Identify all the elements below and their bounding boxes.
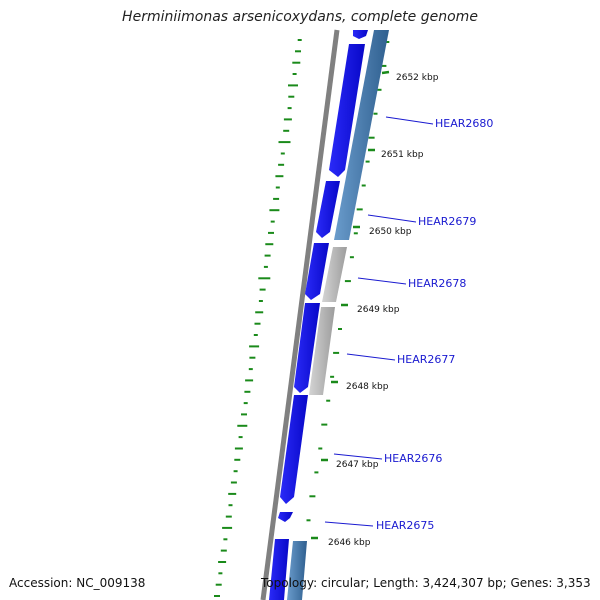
reverse-strand-track	[287, 30, 389, 600]
gene-feature[interactable]	[294, 303, 320, 393]
genome-backbone	[260, 29, 340, 600]
gene-feature[interactable]	[305, 243, 329, 300]
tick-label: 2650 kbp	[369, 227, 412, 237]
gene-label-text: HEAR2680	[435, 117, 493, 130]
tick-label: 2647 kbp	[336, 460, 379, 470]
gene-label-hear2675[interactable]: HEAR2675	[324, 519, 434, 532]
gene-feature[interactable]	[280, 395, 308, 504]
gene-label-text: HEAR2675	[376, 519, 434, 532]
gene-label-hear2679[interactable]: HEAR2679	[367, 214, 476, 228]
gene-feature[interactable]	[322, 247, 347, 302]
forward-strand-track	[269, 30, 368, 600]
tick-2650: 2650 kbp	[353, 225, 412, 237]
tick-label: 2649 kbp	[357, 305, 400, 315]
gene-feature[interactable]	[353, 30, 368, 39]
gene-label-text: HEAR2679	[418, 215, 476, 228]
gene-feature[interactable]	[329, 44, 365, 177]
gene-label-text: HEAR2678	[408, 277, 466, 290]
gene-label-text: HEAR2676	[384, 452, 442, 465]
tick-label: 2646 kbp	[328, 538, 371, 548]
gene-label-hear2676[interactable]: HEAR2676	[333, 452, 442, 465]
gene-label-hear2677[interactable]: HEAR2677	[346, 353, 455, 366]
gene-label-text: HEAR2677	[397, 353, 455, 366]
gene-feature[interactable]	[278, 512, 293, 522]
tick-label: 2651 kbp	[381, 150, 424, 160]
gene-label-hear2680[interactable]: HEAR2680	[385, 116, 493, 130]
coordinate-ticks: 2652 kbp 2651 kbp 2650 kbp 2649 kbp 2648…	[311, 70, 439, 548]
gene-feature[interactable]	[269, 539, 289, 600]
tick-2646: 2646 kbp	[311, 536, 371, 548]
tick-2647: 2647 kbp	[321, 458, 379, 470]
tick-label: 2652 kbp	[396, 73, 439, 83]
accession-text: Accession: NC_009138	[9, 576, 146, 590]
tick-label: 2648 kbp	[346, 382, 389, 392]
gene-label-hear2678[interactable]: HEAR2678	[357, 277, 466, 290]
gene-feature[interactable]	[287, 541, 307, 600]
topology-text: Topology: circular; Length: 3,424,307 bp…	[261, 576, 591, 590]
gene-labels: HEAR2680 HEAR2679 HEAR2678 HEAR2677 HEAR…	[324, 116, 493, 532]
gene-feature[interactable]	[316, 181, 340, 238]
tick-2651: 2651 kbp	[368, 148, 424, 160]
map-title: Herminiimonas arsenicoxydans, complete g…	[122, 9, 478, 25]
tick-2648: 2648 kbp	[331, 380, 389, 392]
tick-2649: 2649 kbp	[341, 303, 400, 315]
gene-feature[interactable]	[334, 30, 389, 240]
tick-2652: 2652 kbp	[381, 70, 439, 83]
gene-feature[interactable]	[309, 307, 335, 395]
